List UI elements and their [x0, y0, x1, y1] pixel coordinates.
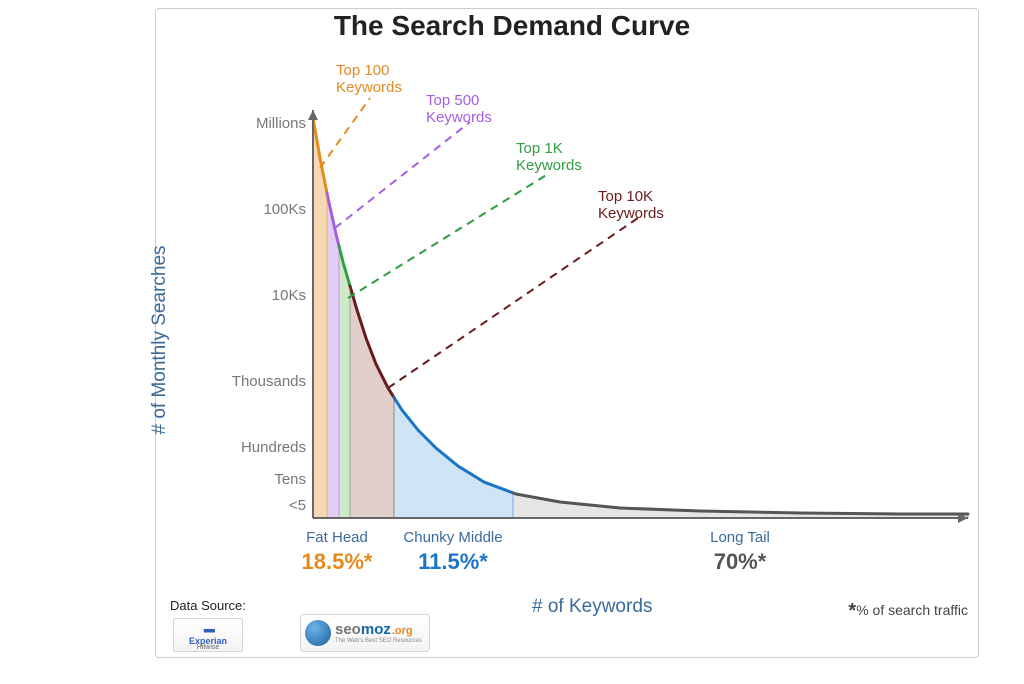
- data-source-label: Data Source:: [170, 598, 246, 613]
- ytick: <5: [186, 497, 306, 514]
- leader-c1k: [348, 174, 548, 298]
- ytick: Millions: [186, 115, 306, 132]
- ytick: Hundreds: [186, 439, 306, 456]
- segment-label: Fat Head18.5%*: [282, 528, 392, 576]
- callout-c100: Top 100Keywords: [336, 62, 402, 97]
- area-chunky: [394, 397, 513, 518]
- callout-c500: Top 500Keywords: [426, 92, 492, 127]
- experian-logo-line2: Hitwise: [174, 644, 242, 651]
- ytick: 100Ks: [186, 201, 306, 218]
- x-axis-label: # of Keywords: [532, 596, 652, 618]
- leader-c500: [335, 122, 470, 228]
- footnote: *% of search traffic: [848, 600, 968, 623]
- ytick: Tens: [186, 471, 306, 488]
- leader-c100: [320, 98, 370, 168]
- footnote-text: % of search traffic: [856, 602, 968, 618]
- callout-c1k: Top 1KKeywords: [516, 140, 582, 175]
- area-top1k: [339, 246, 350, 518]
- seomoz-logo: seomoz.org The Web's Best SEO Resources: [300, 614, 430, 652]
- leader-c10k: [388, 218, 638, 388]
- area-top10k: [350, 286, 394, 518]
- ytick: Thousands: [186, 373, 306, 390]
- segment-label: Long Tail70%*: [685, 528, 795, 576]
- segment-label: Chunky Middle11.5%*: [398, 528, 508, 576]
- ytick: 10Ks: [186, 287, 306, 304]
- callout-c10k: Top 10KKeywords: [598, 188, 664, 223]
- seomoz-globe-icon: [305, 620, 331, 646]
- experian-logo: ▪▪▪▪▪ Experian Hitwise: [173, 618, 243, 652]
- y-axis-label: # of Monthly Searches: [149, 245, 171, 434]
